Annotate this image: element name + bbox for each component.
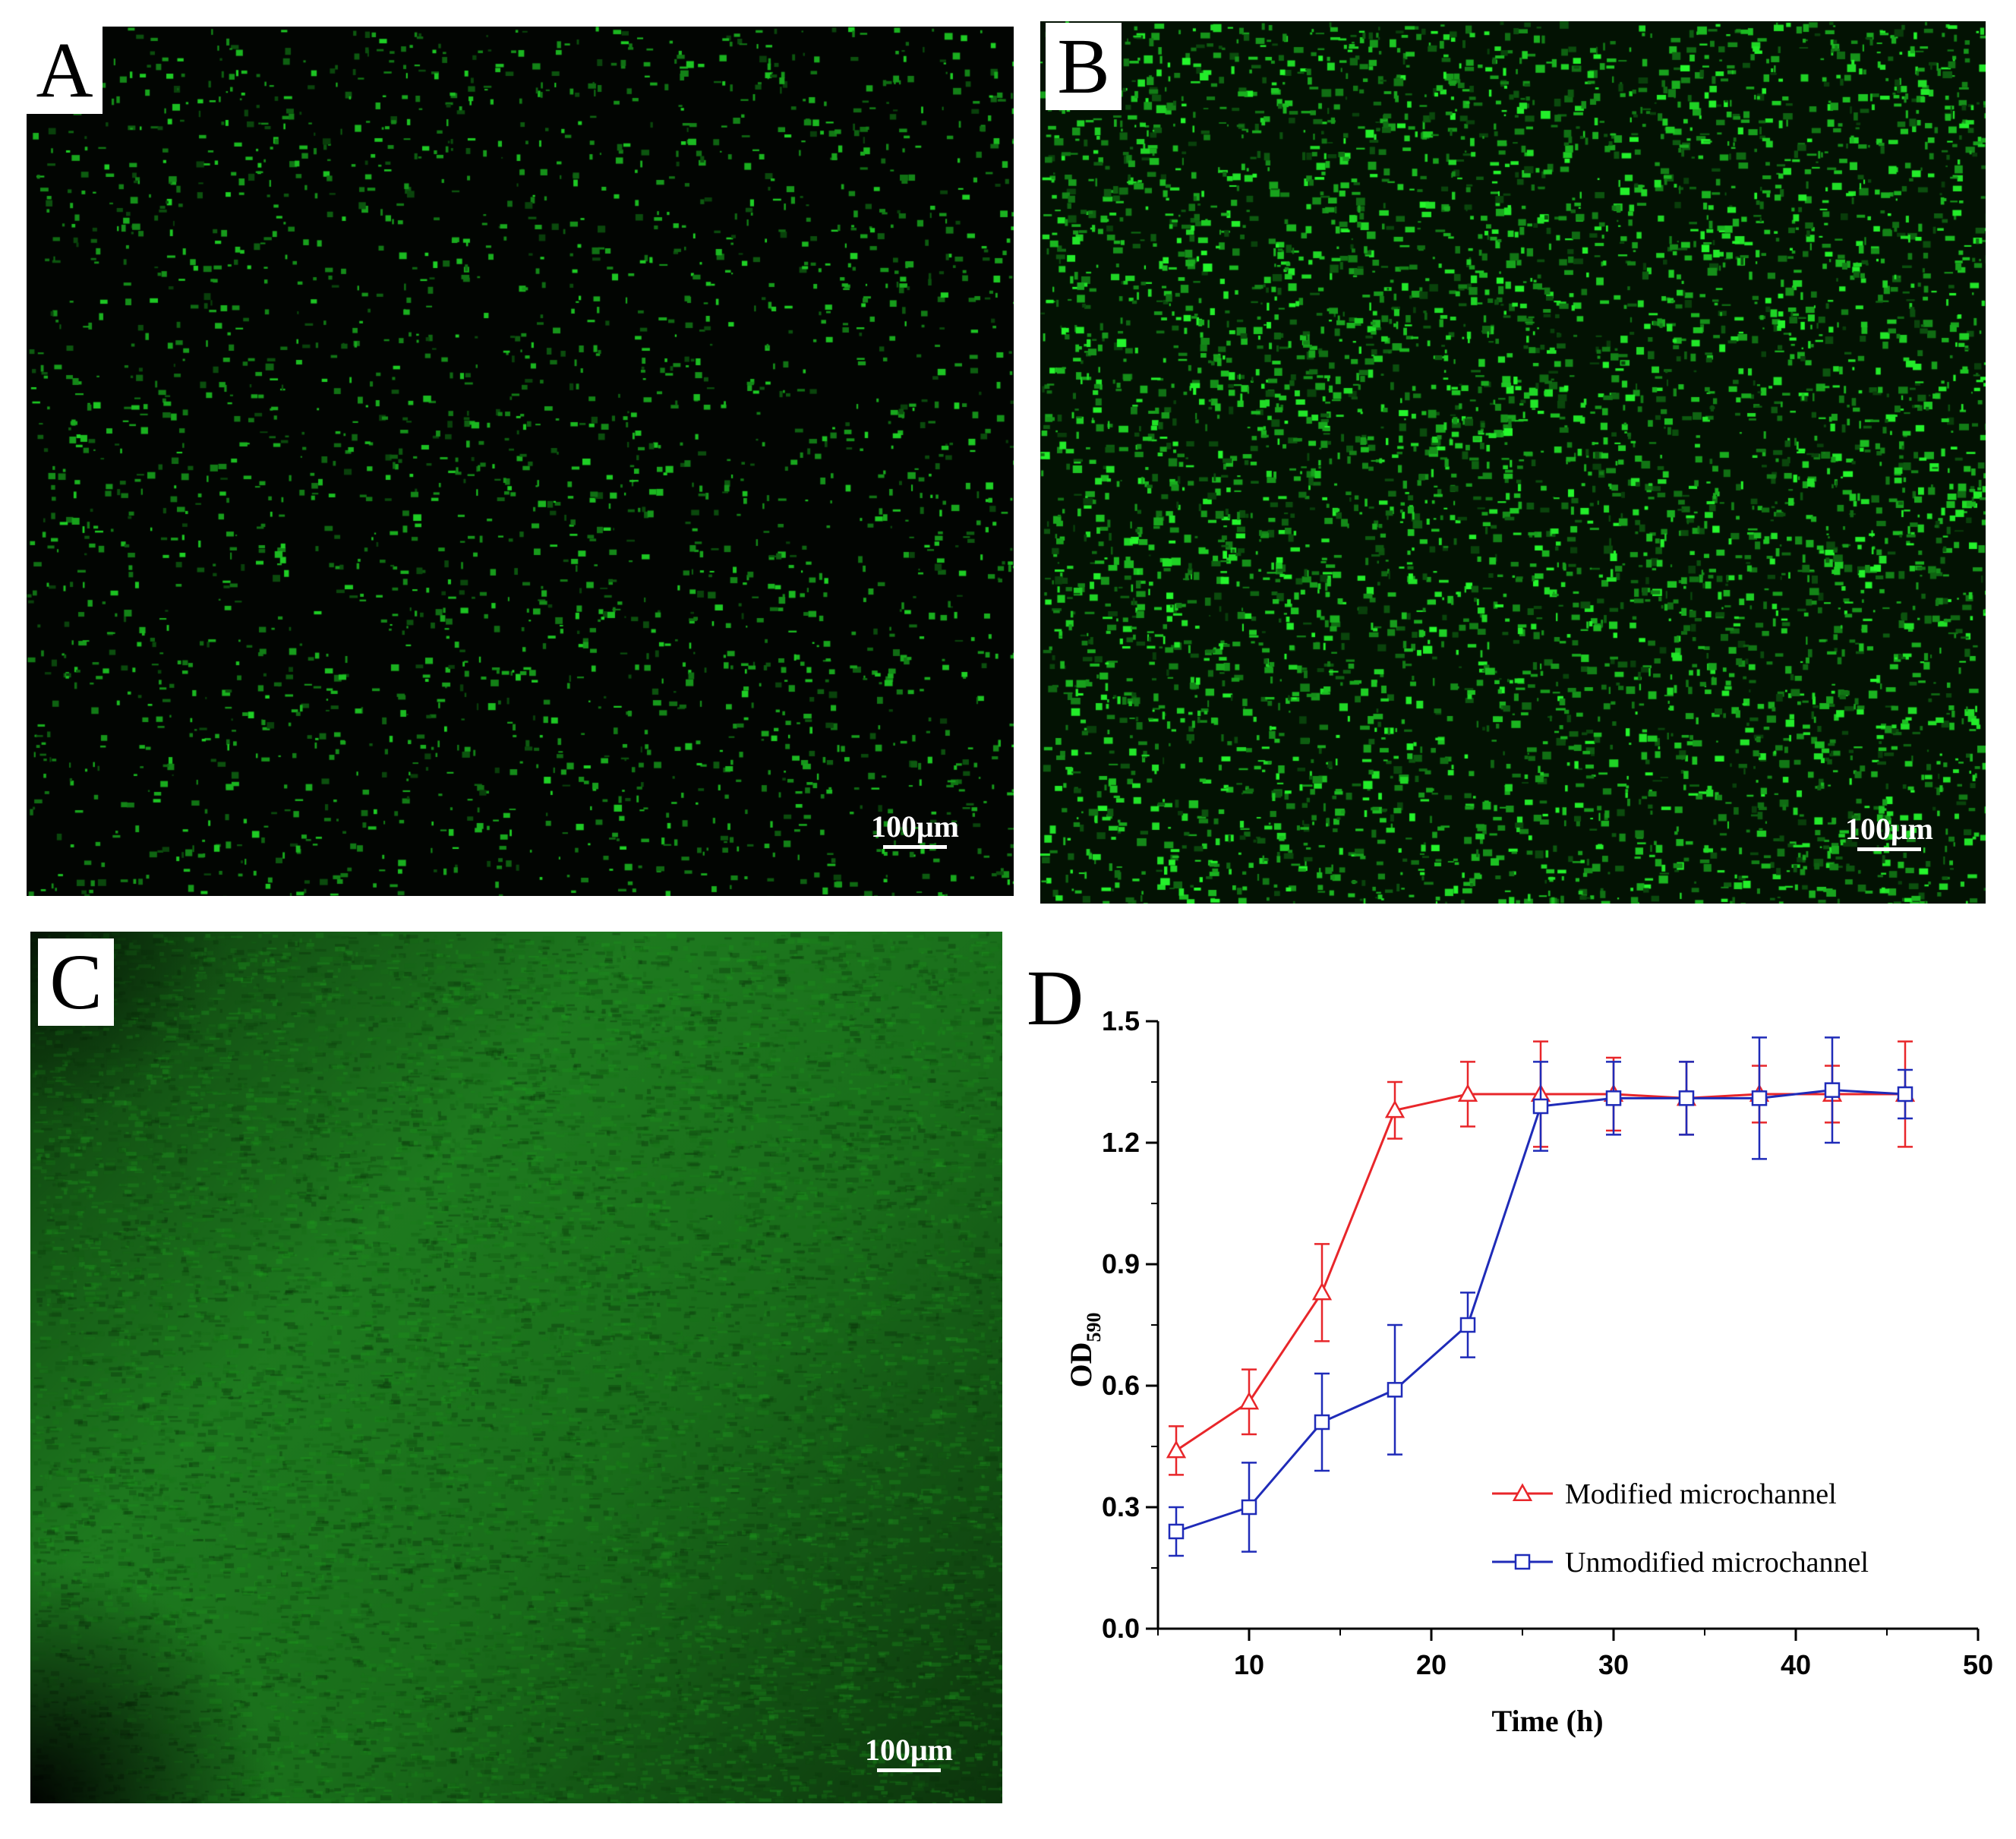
panel-label-b: B: [1046, 23, 1122, 110]
legend-entry-unmodified: Unmodified microchannel: [1492, 1547, 1869, 1579]
chart-series: [1166, 1036, 1916, 1557]
chart-axes: [1156, 1021, 1978, 1630]
data-point: [1241, 1499, 1257, 1516]
y-tick-label: 1.5: [1102, 1005, 1140, 1036]
x-tick-label: 10: [1234, 1649, 1264, 1680]
chart-canvas: 10 20 30 40 50 0.0 0.3 0.6 0.9 1.2 1.5 Modified mi…: [1064, 1005, 1993, 1738]
y-tick-label: 0.9: [1102, 1248, 1140, 1279]
legend-marker: [1514, 1554, 1531, 1570]
fluorescence-image-b: [1040, 21, 1986, 904]
x-axis-label: Time (h): [1491, 1704, 1603, 1738]
series-unmodified: [1168, 1036, 1913, 1557]
scale-bar-b: 100μm: [1832, 812, 1946, 851]
scale-label-c: 100μm: [865, 1733, 953, 1767]
micrograph-a: [27, 27, 1014, 896]
legend-label: Modified microchannel: [1565, 1478, 1837, 1510]
y-axis-label: OD590: [1064, 1313, 1105, 1388]
legend-marker: [1512, 1483, 1533, 1502]
y-tick-label: 0.0: [1102, 1613, 1140, 1644]
scale-line-b: [1857, 847, 1921, 851]
panel-label-d: D: [1027, 954, 1084, 1042]
data-point: [1678, 1090, 1695, 1106]
x-tick-label: 20: [1416, 1649, 1447, 1680]
scale-label-a: 100μm: [871, 809, 959, 844]
panel-label-a: A: [27, 27, 103, 114]
data-point: [1238, 1391, 1260, 1410]
chart-ticks: 10 20 30 40 50 0.0 0.3 0.6 0.9 1.2 1.5: [1102, 1005, 1993, 1680]
data-point: [1605, 1090, 1622, 1106]
data-point: [1166, 1440, 1187, 1459]
micrograph-b: [1040, 21, 1986, 904]
data-point: [1897, 1086, 1913, 1102]
fluorescence-image-a: [27, 27, 1014, 896]
x-tick-label: 30: [1598, 1649, 1629, 1680]
scale-label-b: 100μm: [1845, 812, 1933, 846]
y-tick-label: 0.3: [1102, 1491, 1140, 1522]
y-tick-label: 1.2: [1102, 1127, 1140, 1158]
scale-bar-a: 100μm: [858, 810, 972, 849]
data-point: [1824, 1082, 1841, 1098]
scale-line-a: [883, 845, 947, 849]
legend-label: Unmodified microchannel: [1565, 1547, 1869, 1579]
legend-entry-modified: Modified microchannel: [1492, 1478, 1837, 1510]
data-point: [1532, 1098, 1549, 1115]
x-tick-label: 40: [1781, 1649, 1811, 1680]
data-point: [1457, 1084, 1478, 1102]
micrograph-c: [30, 932, 1002, 1803]
data-point: [1384, 1099, 1406, 1118]
x-tick-label: 50: [1963, 1649, 1993, 1680]
y-tick-label: 0.6: [1102, 1370, 1140, 1401]
y-axis-label-main: OD: [1064, 1342, 1098, 1388]
data-point: [1459, 1317, 1476, 1333]
scale-line-c: [877, 1768, 941, 1772]
fluorescence-image-c: [30, 932, 1002, 1803]
chart-legend: Modified microchannel Unmodified microcha…: [1492, 1478, 1869, 1579]
series-line: [1175, 1089, 1906, 1533]
data-point: [1751, 1090, 1768, 1106]
panel-label-c: C: [38, 938, 114, 1026]
data-point: [1168, 1523, 1185, 1540]
y-axis-label-sub: 590: [1083, 1313, 1105, 1342]
data-point: [1311, 1282, 1333, 1301]
od-growth-chart: 10 20 30 40 50 0.0 0.3 0.6 0.9 1.2 1.5 Modified mi…: [1021, 930, 2008, 1765]
data-point: [1387, 1382, 1403, 1398]
scale-bar-c: 100μm: [852, 1733, 966, 1772]
data-point: [1314, 1414, 1330, 1431]
